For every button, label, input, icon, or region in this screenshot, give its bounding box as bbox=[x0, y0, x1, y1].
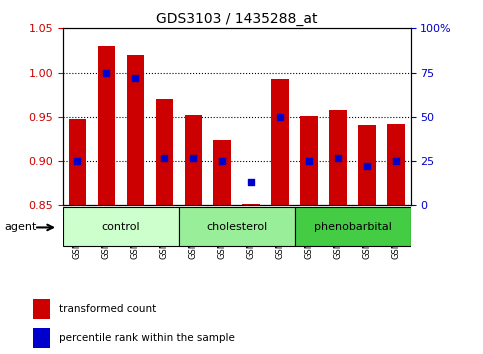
Bar bbox=[213, 140, 231, 205]
Text: agent: agent bbox=[5, 222, 37, 232]
Bar bbox=[358, 125, 376, 205]
Point bbox=[73, 158, 81, 164]
Bar bbox=[300, 116, 318, 205]
Text: phenobarbital: phenobarbital bbox=[313, 222, 392, 232]
Text: percentile rank within the sample: percentile rank within the sample bbox=[59, 333, 235, 343]
Bar bbox=[69, 120, 86, 205]
Point bbox=[160, 155, 168, 160]
Bar bbox=[98, 46, 115, 205]
Bar bbox=[156, 99, 173, 205]
Bar bbox=[33, 299, 50, 319]
Bar bbox=[179, 207, 295, 246]
Point bbox=[392, 158, 400, 164]
Bar bbox=[329, 110, 347, 205]
Bar bbox=[271, 79, 289, 205]
Point bbox=[334, 155, 342, 160]
Bar bbox=[387, 124, 405, 205]
Bar bbox=[185, 115, 202, 205]
Point bbox=[102, 70, 110, 75]
Bar bbox=[242, 204, 260, 205]
Point bbox=[247, 179, 255, 185]
Title: GDS3103 / 1435288_at: GDS3103 / 1435288_at bbox=[156, 12, 317, 26]
Bar bbox=[63, 207, 179, 246]
Point bbox=[218, 158, 226, 164]
Text: cholesterol: cholesterol bbox=[206, 222, 267, 232]
Text: transformed count: transformed count bbox=[59, 304, 156, 314]
Point bbox=[131, 75, 139, 81]
Bar bbox=[295, 207, 411, 246]
Point bbox=[305, 158, 313, 164]
Bar bbox=[33, 328, 50, 348]
Point bbox=[276, 114, 284, 120]
Bar bbox=[127, 55, 144, 205]
Point bbox=[363, 164, 371, 169]
Point bbox=[189, 155, 197, 160]
Text: control: control bbox=[101, 222, 140, 232]
